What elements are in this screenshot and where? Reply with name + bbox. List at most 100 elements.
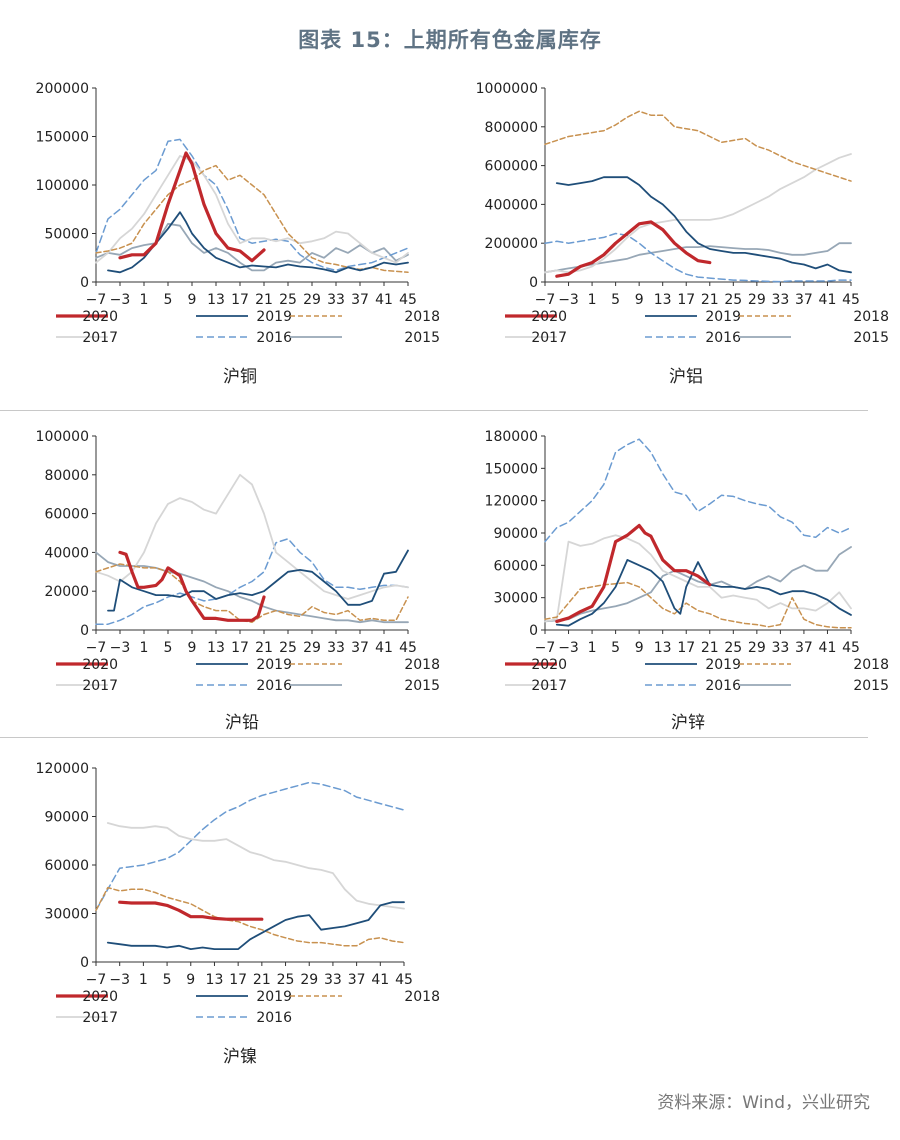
legend-label-2016: 2016 [705, 330, 741, 346]
x-tick-label: 9 [188, 292, 197, 308]
legend-label-2017: 2017 [82, 1010, 118, 1026]
x-tick-label: 17 [229, 972, 247, 988]
x-tick-label: −3 [110, 640, 131, 656]
series-line-2019 [555, 559, 852, 627]
series-line-2016 [95, 538, 409, 625]
legend-label-2016: 2016 [256, 330, 292, 346]
series-line-2017 [95, 154, 409, 264]
chart-title: 沪锌 [671, 713, 705, 733]
series-line-2020 [555, 523, 712, 624]
legend-label-2020: 2020 [82, 657, 118, 673]
y-tick-label: 20000 [44, 584, 89, 600]
y-tick-label: 120000 [485, 494, 538, 510]
y-tick-label: 150000 [36, 130, 89, 146]
x-tick-label: 37 [351, 292, 369, 308]
y-tick-label: 100000 [36, 429, 89, 445]
series-line-2018 [95, 563, 409, 623]
legend-label-2018: 2018 [853, 309, 889, 325]
x-tick-label: 21 [255, 292, 273, 308]
x-tick-label: 45 [395, 972, 413, 988]
legend-label-2016: 2016 [705, 678, 741, 694]
x-tick-label: 21 [253, 972, 271, 988]
x-tick-label: 37 [795, 292, 813, 308]
series-line-2020 [118, 550, 266, 622]
x-tick-label: 45 [399, 292, 417, 308]
x-tick-label: 17 [677, 640, 695, 656]
x-tick-label: 9 [186, 972, 195, 988]
x-tick-label: 25 [279, 640, 297, 656]
x-tick-label: 29 [303, 640, 321, 656]
legend-label-2019: 2019 [256, 657, 292, 673]
chart-title: 沪镍 [223, 1047, 257, 1067]
series-line-2018 [95, 164, 409, 274]
x-tick-label: 45 [399, 640, 417, 656]
legend-label-2018: 2018 [404, 989, 440, 1005]
x-tick-label: −7 [86, 292, 107, 308]
x-tick-label: 25 [279, 292, 297, 308]
x-tick-label: 37 [348, 972, 366, 988]
x-tick-label: 25 [724, 292, 742, 308]
y-tick-label: 0 [529, 623, 538, 639]
legend-label-2015: 2015 [404, 678, 440, 694]
x-tick-label: 29 [748, 640, 766, 656]
series-line-2019 [107, 211, 409, 274]
x-tick-label: 17 [677, 292, 695, 308]
x-tick-label: 33 [327, 292, 345, 308]
divider-middle [0, 737, 868, 738]
y-tick-label: 30000 [493, 591, 538, 607]
x-tick-label: 41 [819, 292, 837, 308]
y-tick-label: 40000 [44, 545, 89, 561]
figure-title: 图表 15：上期所有色金属库存 [298, 28, 602, 52]
x-tick-label: 21 [255, 640, 273, 656]
x-tick-label: 1 [139, 972, 148, 988]
y-tick-label: 0 [80, 275, 89, 291]
legend-label-2017: 2017 [82, 678, 118, 694]
legend-label-2020: 2020 [82, 989, 118, 1005]
x-tick-label: 33 [324, 972, 342, 988]
legend-label-2015: 2015 [853, 678, 889, 694]
series-line-2019 [107, 549, 409, 612]
y-tick-label: 100000 [36, 178, 89, 194]
y-tick-label: 180000 [485, 429, 538, 445]
x-tick-label: 25 [277, 972, 295, 988]
series-line-2020 [555, 220, 712, 278]
legend-label-2020: 2020 [531, 309, 567, 325]
x-tick-label: 1 [588, 640, 597, 656]
x-tick-label: 41 [375, 292, 393, 308]
series-line-2018 [95, 886, 405, 947]
x-tick-label: 45 [842, 640, 860, 656]
series-line-2019 [555, 176, 852, 274]
y-tick-label: 0 [529, 275, 538, 291]
chart-panel-3: 0 20000 40000 60000 80000 100000 −7 −3 1 5 9 13 17 21… [36, 429, 440, 733]
x-tick-label: 13 [654, 292, 672, 308]
x-tick-label: 17 [231, 292, 249, 308]
legend-label-2017: 2017 [82, 330, 118, 346]
x-tick-label: 5 [611, 640, 620, 656]
legend-label-2018: 2018 [404, 657, 440, 673]
legend-label-2017: 2017 [531, 330, 567, 346]
y-tick-label: 90000 [44, 810, 89, 826]
x-tick-label: 33 [327, 640, 345, 656]
x-tick-label: 13 [207, 292, 225, 308]
y-tick-label: 600000 [485, 159, 538, 175]
series-line-2020 [118, 151, 266, 263]
series-line-2017 [95, 473, 409, 600]
y-tick-label: 400000 [485, 197, 538, 213]
x-tick-label: 5 [611, 292, 620, 308]
legend-label-2015: 2015 [404, 330, 440, 346]
legend-label-2016: 2016 [256, 678, 292, 694]
chart-title: 沪铝 [669, 367, 703, 387]
x-tick-label: 9 [188, 640, 197, 656]
series-line-2015 [95, 551, 409, 624]
y-tick-label: 0 [80, 623, 89, 639]
chart-title: 沪铜 [223, 367, 257, 387]
x-tick-label: 9 [635, 292, 644, 308]
x-tick-label: 41 [371, 972, 389, 988]
chart-title: 沪铅 [225, 713, 259, 733]
x-tick-label: −7 [86, 972, 107, 988]
series-line-2015 [544, 546, 852, 623]
x-tick-label: 37 [351, 640, 369, 656]
x-tick-label: 13 [654, 640, 672, 656]
series-line-2020 [118, 900, 264, 921]
